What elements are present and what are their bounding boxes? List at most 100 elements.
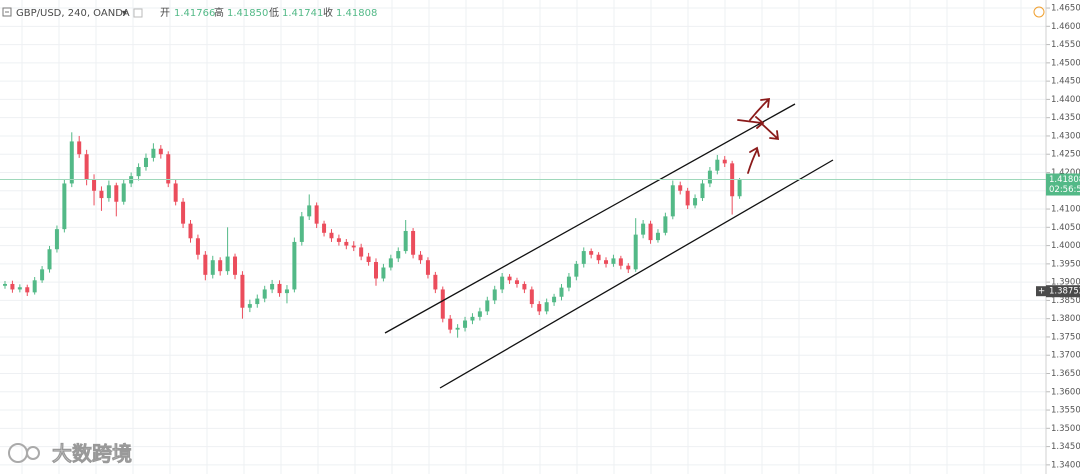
candle-body (143, 157, 148, 168)
candle-body (670, 185, 675, 217)
y-tick-label: 1.45000 (1051, 58, 1080, 68)
candle-body (366, 256, 371, 263)
candle-body (715, 159, 720, 171)
crosshair-plus: + (1038, 287, 1045, 297)
candle-body (225, 256, 230, 272)
candle-body (299, 216, 304, 242)
candle-body (77, 141, 82, 155)
candle-body (166, 154, 171, 184)
candle-body (84, 154, 89, 180)
watermark-logo (26, 446, 40, 460)
y-tick-label: 1.44500 (1051, 77, 1080, 87)
candle-body (247, 304, 252, 308)
y-tick-label: 1.43000 (1051, 131, 1080, 141)
candle-body (641, 223, 646, 235)
candle-body (448, 318, 453, 330)
candle-body (307, 205, 312, 217)
y-tick-label: 1.46000 (1051, 22, 1080, 32)
alert-icon[interactable] (1033, 6, 1045, 18)
open-value: 1.41766 (174, 8, 215, 19)
candle-body (136, 167, 141, 177)
candle-body (381, 267, 386, 279)
y-tick-label: 1.37500 (1051, 332, 1080, 342)
candle-body (240, 274, 245, 308)
candle-body (3, 283, 7, 286)
candle-body (270, 283, 275, 290)
candle-body (388, 258, 393, 268)
candle-body (114, 185, 119, 202)
candle-body (158, 148, 163, 155)
candle-body (470, 316, 475, 321)
candle-body (581, 251, 586, 264)
candle-body (195, 238, 200, 255)
candle-body (284, 289, 289, 294)
y-tick-label: 1.38500 (1051, 296, 1080, 306)
y-tick-label: 1.38000 (1051, 314, 1080, 324)
crosshair-button[interactable] (1036, 286, 1046, 297)
high-value: 1.41850 (227, 8, 268, 19)
y-tick-label: 1.43500 (1051, 113, 1080, 123)
candle-body (359, 247, 364, 257)
candle-body (485, 300, 490, 312)
candle-body (492, 289, 497, 301)
candle-body (604, 260, 609, 264)
upper-trendline (384, 103, 796, 334)
crosshair-tag (1046, 285, 1080, 298)
y-tick-label: 1.35000 (1051, 424, 1080, 434)
candle-body (314, 205, 319, 224)
lower-trendline (439, 159, 834, 389)
candle-body (678, 185, 683, 191)
candle-body (507, 276, 512, 281)
y-tick-label: 1.46500 (1051, 4, 1080, 14)
candle-body (500, 276, 505, 290)
y-tick-label: 1.36500 (1051, 369, 1080, 379)
candle-body (47, 249, 52, 270)
candle-body (611, 258, 616, 264)
y-tick-label: 1.39500 (1051, 259, 1080, 269)
candles (3, 132, 742, 338)
candle-body (32, 280, 37, 293)
y-tick-label: 1.36000 (1051, 387, 1080, 397)
symbol: GBP/USD, 240, OANDA (16, 8, 130, 19)
vertical-grid (21, 0, 1022, 474)
candle-body (92, 179, 97, 191)
candle-body (633, 234, 638, 270)
close-label: 收 (323, 6, 333, 19)
low-value: 1.41741 (282, 8, 323, 19)
candle-body (181, 201, 186, 224)
dropdown[interactable]: ▾ (122, 8, 127, 19)
open-label: 开 (160, 8, 170, 19)
candle-body (737, 179, 742, 197)
candle-body (433, 274, 438, 290)
candle-body (188, 223, 193, 239)
candle-body (344, 241, 349, 246)
candle-body (552, 296, 557, 303)
collapse-icon[interactable] (2, 7, 12, 17)
watermark: 大数跨境 (8, 441, 132, 466)
candle-body (106, 185, 111, 199)
y-tick-label: 1.40000 (1051, 241, 1080, 251)
y-tick-label: 1.41000 (1051, 205, 1080, 215)
countdown-label: 02:56:54 (1049, 185, 1080, 195)
candle-body (69, 141, 74, 184)
candle-body (403, 230, 408, 252)
y-tick-label: 1.34500 (1051, 442, 1080, 452)
y-tick-label: 1.42000 (1051, 168, 1080, 178)
candle-body (440, 289, 445, 319)
candle-body (722, 159, 727, 164)
candle-body (396, 251, 401, 259)
candle-body (477, 311, 482, 317)
high-label: 高 (214, 6, 224, 19)
candle-body (626, 265, 631, 270)
arrow-up (749, 97, 771, 121)
candle-body (173, 183, 178, 202)
candle-body (411, 230, 416, 255)
y-tick-label: 1.35500 (1051, 406, 1080, 416)
settings-icon[interactable] (133, 8, 143, 18)
candle-body (574, 263, 579, 277)
candle-body (559, 287, 564, 297)
candle-body (566, 276, 571, 288)
candle-body (418, 254, 423, 261)
candle-body (648, 223, 653, 241)
